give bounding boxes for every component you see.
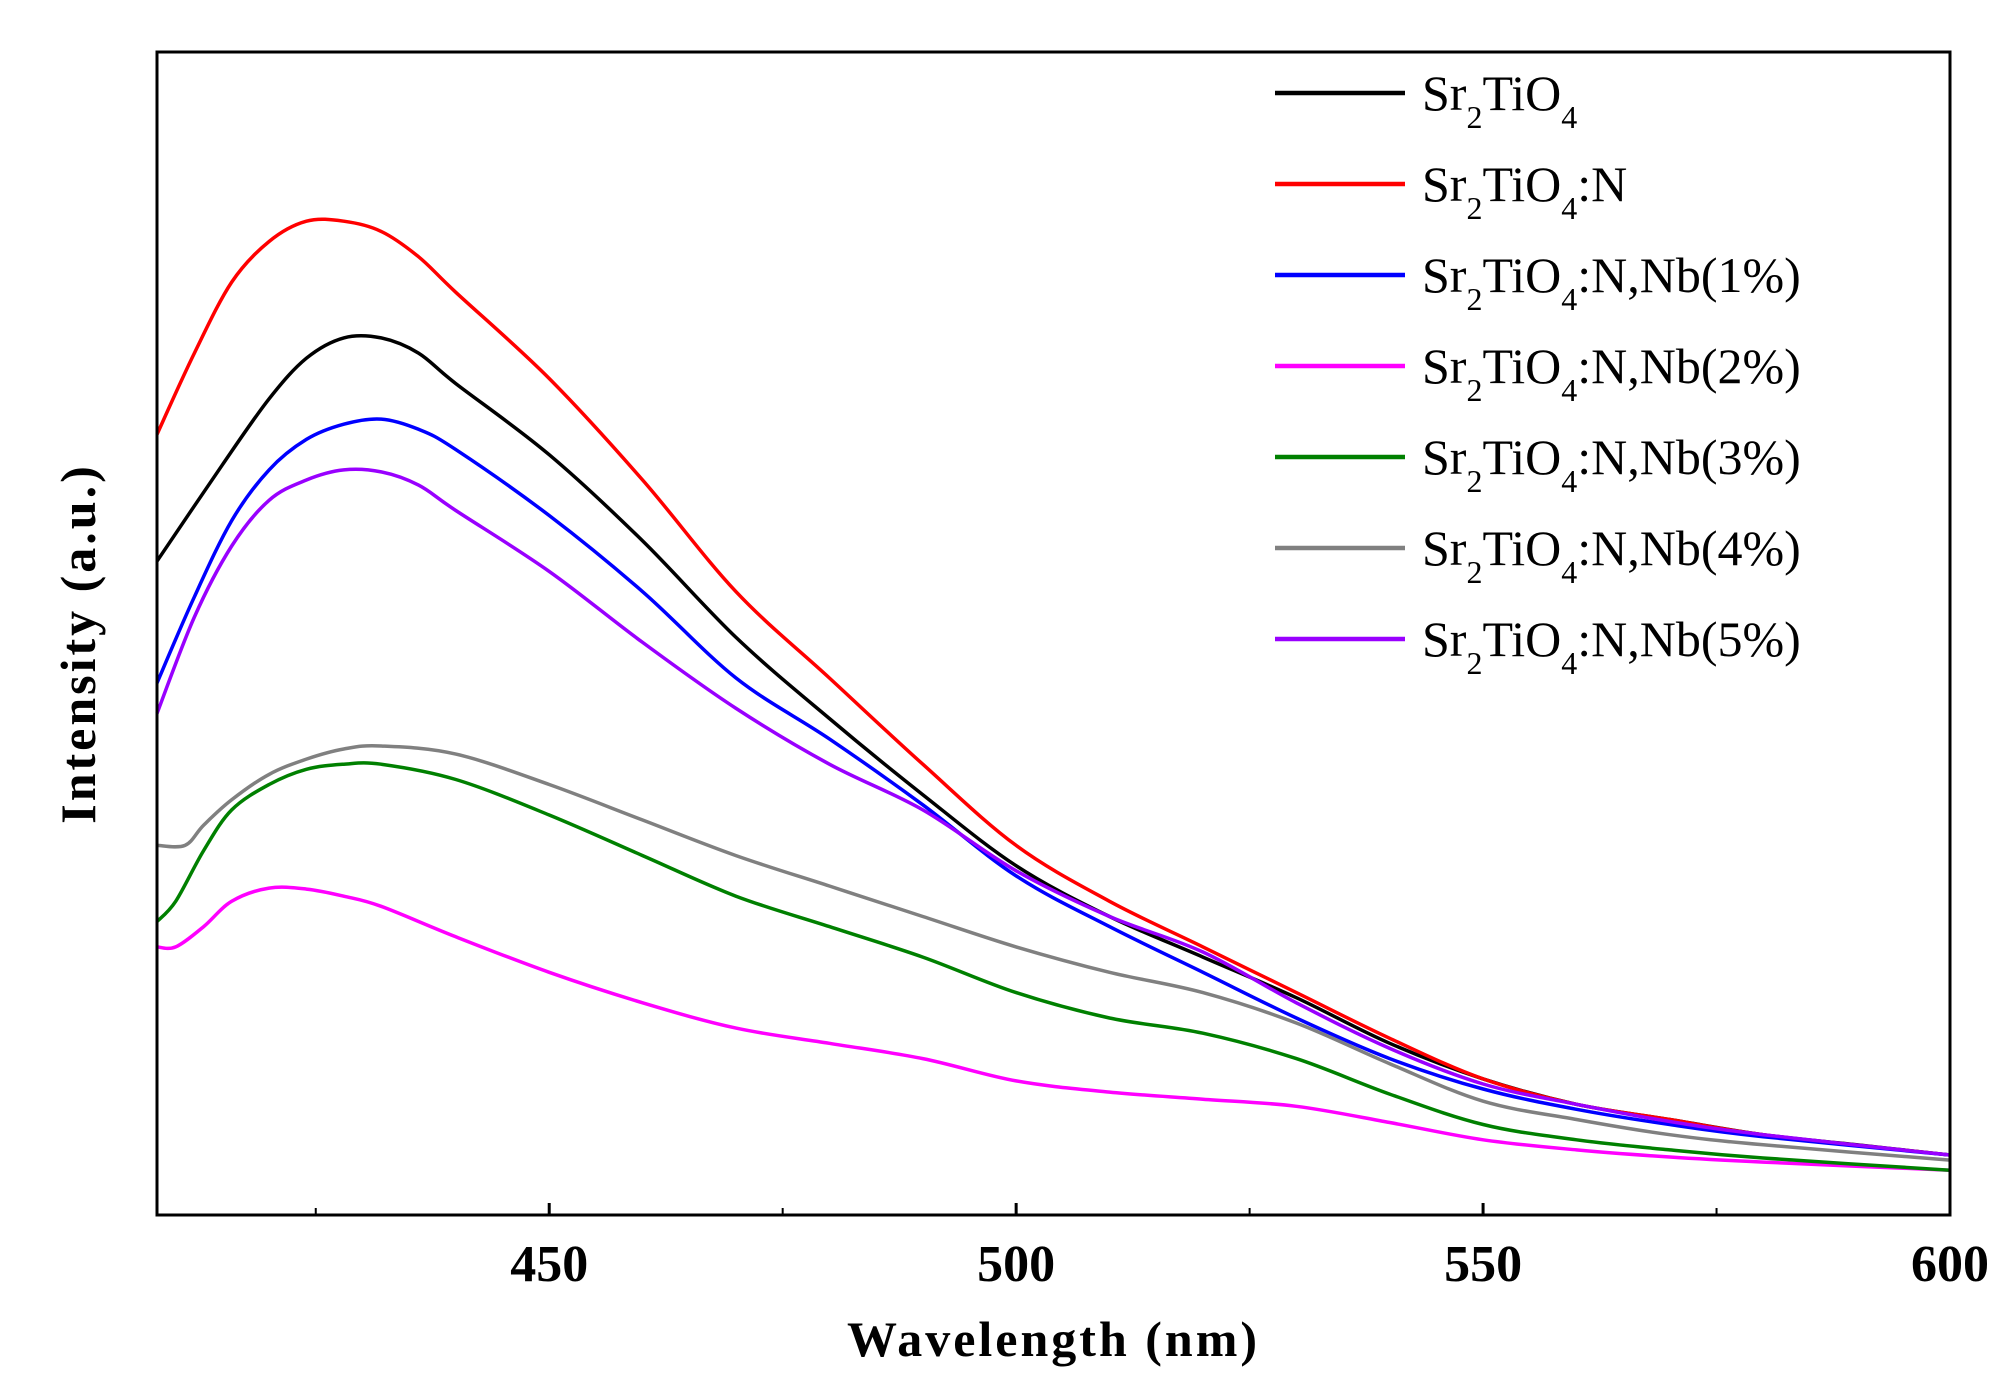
series-line-5 <box>155 761 1951 1172</box>
legend-label: Sr2TiO4:N,Nb(1%) <box>1422 247 1801 317</box>
x-axis-title: Wavelength (nm) <box>847 1311 1260 1367</box>
x-tick-label: 450 <box>510 1236 588 1293</box>
legend-item-3: Sr2TiO4:N,Nb(1%) <box>1275 247 1801 317</box>
x-tick-label: 550 <box>1444 1236 1522 1293</box>
plot-area: 450 500 550 600 <box>155 50 1989 1293</box>
series-line-2 <box>155 217 1951 1157</box>
plot-frame <box>155 50 1952 1217</box>
legend-item-4: Sr2TiO4:N,Nb(2%) <box>1275 338 1801 408</box>
legend-label: Sr2TiO4:N <box>1422 156 1627 226</box>
legend-item-6: Sr2TiO4:N,Nb(4%) <box>1275 520 1801 590</box>
series-layer <box>155 217 1951 1172</box>
series-line-6 <box>156 744 1951 1162</box>
x-tick-label: 600 <box>1911 1236 1989 1293</box>
legend-label: Sr2TiO4 <box>1422 65 1577 135</box>
legend-label: Sr2TiO4:N,Nb(5%) <box>1422 611 1801 681</box>
x-axis-ticks: 450 500 550 600 <box>314 1203 1989 1293</box>
series-line-4 <box>156 885 1951 1172</box>
legend-label: Sr2TiO4:N,Nb(4%) <box>1422 520 1801 590</box>
y-axis-title: Intensity (a.u.) <box>50 463 106 824</box>
legend-item-1: Sr2TiO4 <box>1275 65 1577 135</box>
series-line-3 <box>155 417 1951 1157</box>
legend-item-5: Sr2TiO4:N,Nb(3%) <box>1275 429 1801 499</box>
x-tick-label: 500 <box>977 1236 1055 1293</box>
legend-item-7: Sr2TiO4:N,Nb(5%) <box>1275 611 1801 681</box>
legend: Sr2TiO4 Sr2TiO4:N Sr2TiO4:N,Nb(1%) Sr2TiO4:… <box>1275 65 1801 681</box>
legend-label: Sr2TiO4:N,Nb(2%) <box>1422 338 1801 408</box>
legend-item-2: Sr2TiO4:N <box>1275 156 1627 226</box>
legend-label: Sr2TiO4:N,Nb(3%) <box>1422 429 1801 499</box>
series-line-7 <box>155 467 1951 1157</box>
